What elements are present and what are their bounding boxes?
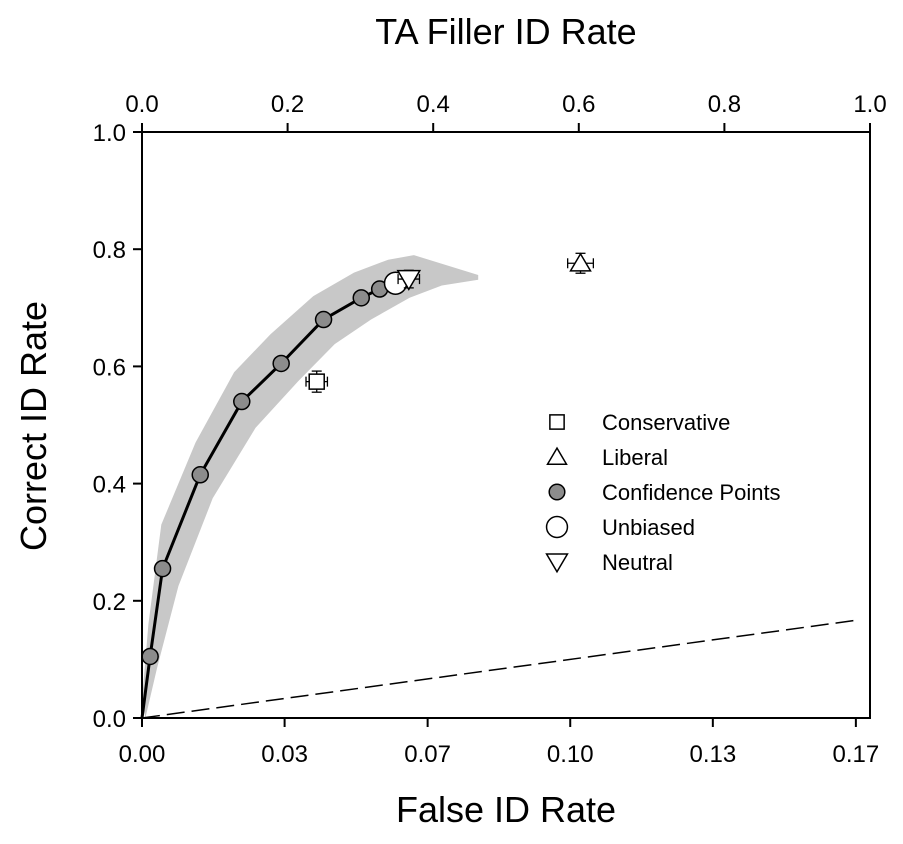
confidence-point [141,647,159,666]
legend-symbol-conservative [549,414,565,430]
confidence-point [153,559,172,578]
legend: Conservative Liberal Confidence Points Unbi… [545,410,781,575]
legend-symbol-unbiased [545,515,569,539]
marker-liberal [567,252,595,274]
marker-symbol [396,269,422,291]
plot-frame [141,131,871,719]
x2-tick-label: 1.0 [853,91,886,118]
marker-conservative [305,370,329,393]
legend-symbol-liberal [546,446,568,466]
confidence-point [314,310,333,329]
y-axis-title: Correct ID Rate [13,301,54,551]
confidence-roc-curve [140,281,397,719]
legend-label: Conservative [602,410,730,435]
axis-ticks-layer: 0.00 0.03 0.07 0.10 0.13 0.17 0.0 0.2 0.4 0.6 0.8 1… [93,91,887,768]
x2-tick-label: 0.6 [562,91,595,118]
confidence-band [142,255,479,718]
confidence-point [233,392,251,411]
legend-label: Neutral [602,550,673,575]
x-tick-label: 0.13 [689,741,736,768]
x2-tick-label: 0.4 [417,91,450,118]
x2-tick-label: 0.0 [125,91,158,118]
marker-symbol [308,373,325,390]
x-tick-label: 0.17 [833,741,880,768]
x2-tick-label: 0.2 [271,91,304,118]
y-tick-label: 1.0 [93,120,126,147]
legend-symbol-confidence-points [548,483,566,501]
x-axis-title: False ID Rate [396,789,616,830]
y-tick-label: 0.4 [93,472,126,499]
x-tick-label: 0.03 [261,741,308,768]
legend-label: Confidence Points [602,480,781,505]
y-tick-label: 0.0 [93,706,126,733]
confidence-point [272,354,290,373]
x-tick-label: 0.10 [547,741,594,768]
x-tick-label: 0.00 [119,741,166,768]
x-tick-label: 0.07 [404,741,451,768]
y-tick-label: 0.8 [93,237,126,264]
confidence-band-layer [142,255,479,718]
y-tick-label: 0.6 [93,354,126,381]
marker-symbol [569,252,592,272]
y-tick-label: 0.2 [93,589,126,616]
legend-label: Unbiased [602,515,695,540]
chance-diagonal-line [141,619,856,719]
legend-label: Liberal [602,445,668,470]
confidence-point [352,289,371,307]
x2-tick-label: 0.8 [708,91,741,118]
legend-symbol-neutral [545,553,569,574]
condition-markers-layer [305,252,595,393]
marker-neutral [396,269,422,291]
x2-axis-title: TA Filler ID Rate [375,11,636,52]
confidence-point [191,466,209,484]
